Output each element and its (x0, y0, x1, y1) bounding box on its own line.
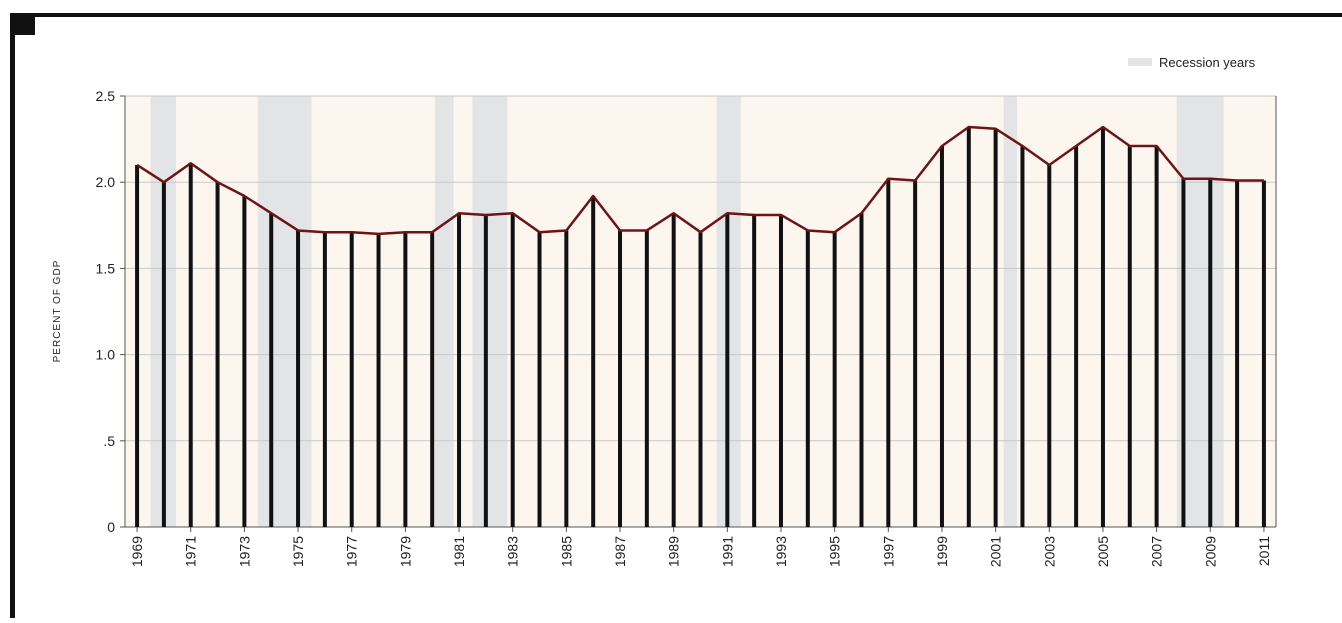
bar (135, 164, 140, 527)
bar (510, 213, 515, 527)
x-tick-label: 1999 (934, 536, 950, 567)
bar (618, 230, 623, 528)
bar (778, 214, 783, 527)
bar (966, 127, 971, 528)
bar (939, 145, 944, 527)
bar (564, 230, 569, 528)
bar (671, 213, 676, 527)
y-tick-label: 2.5 (96, 88, 116, 104)
legend-label: Recession years (1159, 55, 1256, 70)
x-tick-label: 1981 (451, 536, 467, 567)
bar (1208, 178, 1213, 527)
bar (403, 232, 408, 528)
corner-block (10, 13, 35, 35)
x-tick-label: 1969 (129, 536, 145, 567)
bar (1261, 180, 1266, 527)
recession-band (434, 96, 454, 527)
recession-band (1003, 96, 1018, 527)
x-tick-label: 2009 (1202, 536, 1218, 567)
bar (993, 128, 998, 528)
bar (1100, 127, 1105, 528)
y-tick-label: 1.0 (96, 347, 116, 363)
x-tick-label: 2005 (1095, 536, 1111, 567)
bar (161, 182, 166, 527)
x-tick-label: 1987 (612, 536, 628, 567)
bar (430, 232, 435, 528)
x-tick-label: 2007 (1149, 536, 1165, 567)
legend-swatch (1128, 58, 1152, 66)
bar (1181, 178, 1186, 527)
x-tick-label: 1971 (183, 536, 199, 567)
x-tick-label: 1979 (397, 536, 413, 567)
x-tick-label: 1989 (666, 536, 682, 567)
bar (537, 232, 542, 528)
bar (859, 213, 864, 527)
bar (832, 232, 837, 528)
bar (215, 182, 220, 527)
bar (269, 213, 274, 527)
y-tick-label: 2.0 (96, 174, 116, 190)
bar (1020, 145, 1025, 527)
bar (349, 232, 354, 528)
x-tick-label: 1995 (827, 536, 843, 567)
x-tick-label: 2003 (1041, 536, 1057, 567)
bar (457, 213, 462, 527)
x-tick-label: 1975 (290, 536, 306, 567)
recession-band (472, 96, 508, 527)
bar (591, 195, 596, 527)
y-tick-label: 0 (107, 519, 115, 535)
x-tick-label: 1973 (236, 536, 252, 567)
bar (376, 233, 381, 528)
bar (483, 214, 488, 527)
bar (913, 180, 918, 527)
bar (644, 230, 649, 528)
bar (752, 214, 757, 527)
y-axis-label: PERCENT OF GDP (52, 260, 63, 363)
bar (1047, 164, 1052, 527)
x-tick-label: 1977 (344, 536, 360, 567)
y-tick-label: .5 (103, 433, 115, 449)
bar (805, 230, 810, 528)
bar (188, 163, 193, 527)
bar (1127, 145, 1132, 527)
bar (725, 213, 730, 527)
x-tick-label: 1993 (773, 536, 789, 567)
line (136, 125, 1264, 236)
bar (1154, 145, 1159, 527)
frame-left (10, 13, 15, 618)
bar (1074, 145, 1079, 527)
y-tick-label: 1.5 (96, 260, 116, 276)
frame-top (10, 13, 1342, 17)
x-tick-label: 2011 (1256, 536, 1272, 566)
x-tick-label: 1997 (880, 536, 896, 567)
x-tick-label: 1985 (558, 536, 574, 567)
x-tick-label: 2001 (988, 536, 1004, 567)
bar (1235, 180, 1240, 527)
x-tick-label: 1983 (505, 536, 521, 567)
bar (698, 232, 703, 528)
bar (322, 232, 327, 528)
bar (296, 230, 301, 528)
x-tick-label: 1991 (719, 536, 735, 567)
bar (242, 195, 247, 527)
bar (886, 178, 891, 527)
recession-band (257, 96, 312, 527)
